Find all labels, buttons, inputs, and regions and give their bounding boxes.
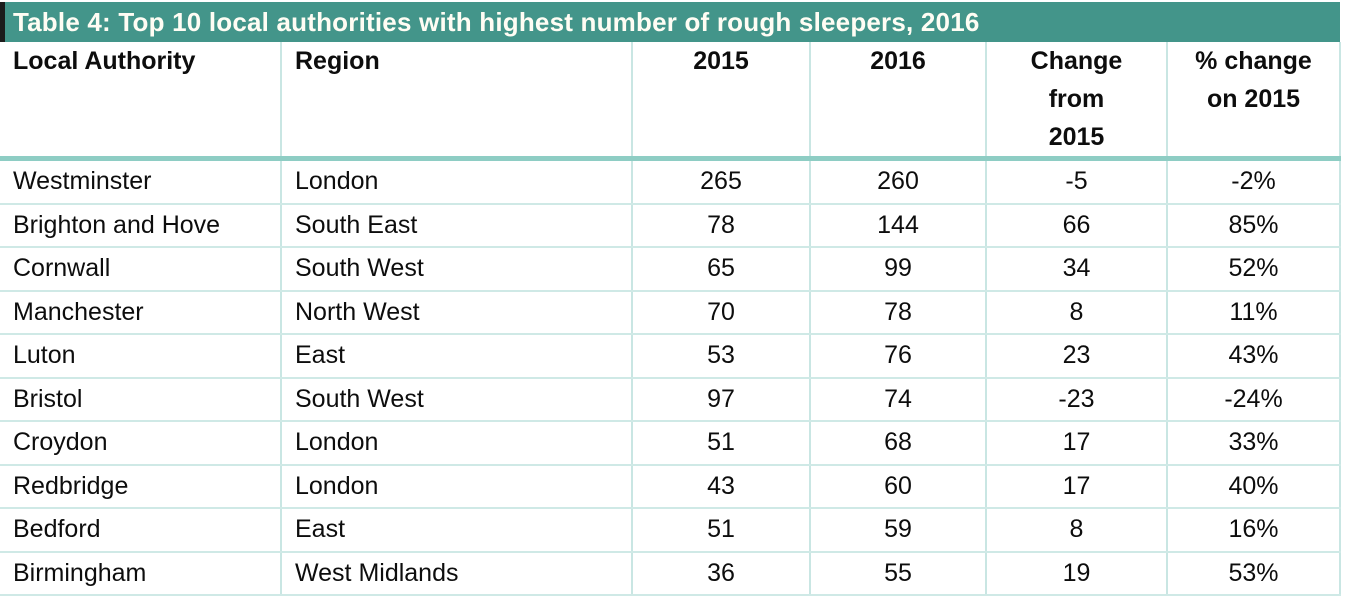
table-row: Croydon London 51 68 17 33% — [0, 421, 1341, 466]
cell-2016: 260 — [810, 158, 987, 205]
cell-2016: 144 — [810, 203, 987, 248]
column-header-label: % change on 2015 — [1195, 47, 1312, 113]
cell-change: 17 — [986, 421, 1168, 466]
cell-change: 17 — [986, 464, 1168, 509]
column-header-label: 2016 — [870, 47, 926, 75]
cell-change: 66 — [986, 203, 1168, 248]
cell-change: 8 — [986, 290, 1168, 335]
rough-sleepers-table: Table 4: Top 10 local authorities with h… — [0, 2, 1341, 596]
header-row: Local Authority Region 2015 2016 Change … — [0, 42, 1341, 161]
cell-2015: 65 — [632, 247, 811, 292]
cell-region: South West — [281, 377, 633, 422]
cell-2015: 70 — [632, 290, 811, 335]
cell-local-authority: Bedford — [0, 508, 282, 553]
table-row: Bristol South West 97 74 -23 -24% — [0, 377, 1341, 422]
cell-region: London — [281, 158, 633, 205]
cell-local-authority: Brighton and Hove — [0, 203, 282, 248]
cell-2015: 43 — [632, 464, 811, 509]
cell-pct-change: 53% — [1167, 551, 1341, 596]
cell-region: West Midlands — [281, 551, 633, 596]
cell-pct-change: 33% — [1167, 421, 1341, 466]
column-header-region: Region — [281, 42, 633, 161]
table-row: Luton East 53 76 23 43% — [0, 334, 1341, 379]
cell-pct-change: 52% — [1167, 247, 1341, 292]
cell-local-authority: Cornwall — [0, 247, 282, 292]
cell-change: 23 — [986, 334, 1168, 379]
column-header-label: Region — [295, 47, 380, 75]
cell-region: North West — [281, 290, 633, 335]
cell-pct-change: 11% — [1167, 290, 1341, 335]
cell-2015: 51 — [632, 421, 811, 466]
cell-region: South East — [281, 203, 633, 248]
cell-region: London — [281, 421, 633, 466]
data-table: Local Authority Region 2015 2016 Change … — [0, 42, 1341, 596]
cell-2016: 55 — [810, 551, 987, 596]
cell-pct-change: 85% — [1167, 203, 1341, 248]
cell-local-authority: Bristol — [0, 377, 282, 422]
column-header-change-from-2015: Change from 2015 — [986, 42, 1168, 161]
column-header-2015: 2015 — [632, 42, 811, 161]
cell-change: 34 — [986, 247, 1168, 292]
cell-local-authority: Westminster — [0, 158, 282, 205]
table-row: Brighton and Hove South East 78 144 66 8… — [0, 203, 1341, 248]
cell-change: 19 — [986, 551, 1168, 596]
cell-local-authority: Manchester — [0, 290, 282, 335]
cell-2016: 59 — [810, 508, 987, 553]
cell-region: East — [281, 508, 633, 553]
cell-2016: 60 — [810, 464, 987, 509]
cell-pct-change: -24% — [1167, 377, 1341, 422]
cell-pct-change: 40% — [1167, 464, 1341, 509]
cell-2016: 74 — [810, 377, 987, 422]
cell-change: -5 — [986, 158, 1168, 205]
cell-2015: 265 — [632, 158, 811, 205]
table-title-bar: Table 4: Top 10 local authorities with h… — [0, 2, 1340, 42]
column-header-local-authority: Local Authority — [0, 42, 282, 161]
cell-local-authority: Redbridge — [0, 464, 282, 509]
cell-2016: 76 — [810, 334, 987, 379]
cell-local-authority: Birmingham — [0, 551, 282, 596]
cell-local-authority: Luton — [0, 334, 282, 379]
column-header-label: Local Authority — [13, 47, 196, 75]
cell-2016: 78 — [810, 290, 987, 335]
cell-region: South West — [281, 247, 633, 292]
table-row: Manchester North West 70 78 8 11% — [0, 290, 1341, 335]
cell-2015: 53 — [632, 334, 811, 379]
table-row: Cornwall South West 65 99 34 52% — [0, 247, 1341, 292]
cell-2015: 51 — [632, 508, 811, 553]
cell-local-authority: Croydon — [0, 421, 282, 466]
cell-pct-change: 43% — [1167, 334, 1341, 379]
cell-pct-change: -2% — [1167, 158, 1341, 205]
cell-region: East — [281, 334, 633, 379]
column-header-pct-change-on-2015: % change on 2015 — [1167, 42, 1341, 161]
cell-2015: 36 — [632, 551, 811, 596]
cell-2016: 99 — [810, 247, 987, 292]
cell-2015: 97 — [632, 377, 811, 422]
cell-2016: 68 — [810, 421, 987, 466]
table-title: Table 4: Top 10 local authorities with h… — [13, 6, 980, 37]
column-header-label: Change from 2015 — [1030, 47, 1123, 151]
cell-pct-change: 16% — [1167, 508, 1341, 553]
column-header-2016: 2016 — [810, 42, 987, 161]
cell-2015: 78 — [632, 203, 811, 248]
cell-region: London — [281, 464, 633, 509]
cell-change: 8 — [986, 508, 1168, 553]
table-row: Westminster London 265 260 -5 -2% — [0, 158, 1341, 205]
table-row: Redbridge London 43 60 17 40% — [0, 464, 1341, 509]
column-header-label: 2015 — [693, 47, 749, 75]
table-row: Bedford East 51 59 8 16% — [0, 508, 1341, 553]
table-row: Birmingham West Midlands 36 55 19 53% — [0, 551, 1341, 596]
cell-change: -23 — [986, 377, 1168, 422]
